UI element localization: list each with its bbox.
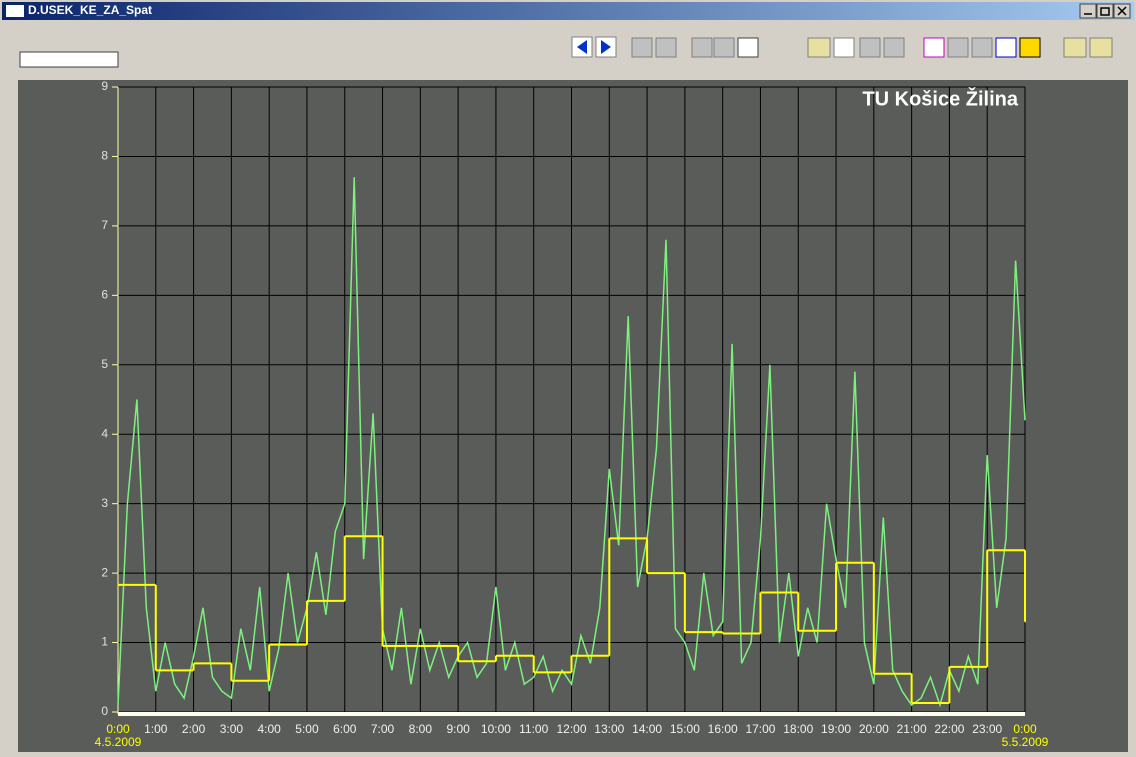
toolbar-button[interactable] bbox=[923, 37, 945, 58]
maximize-button[interactable] bbox=[1096, 3, 1114, 19]
date-label: 5.5.2009 bbox=[1002, 735, 1049, 749]
y-tick-label: 2 bbox=[101, 565, 108, 579]
y-tick-label: 0 bbox=[101, 704, 108, 718]
x-tick-label: 1:00 bbox=[144, 722, 168, 736]
x-tick-label: 20:00 bbox=[859, 722, 889, 736]
x-tick-label: 5:00 bbox=[295, 722, 319, 736]
x-tick-label: 9:00 bbox=[446, 722, 470, 736]
date-label: 4.5.2009 bbox=[95, 735, 142, 749]
x-tick-label: 12:00 bbox=[556, 722, 586, 736]
chart-background bbox=[18, 80, 1128, 752]
chart-annotation: TU Košice Žilina bbox=[862, 86, 1018, 110]
button-glyphs bbox=[1084, 6, 1127, 16]
x-tick-label: 13:00 bbox=[594, 722, 624, 736]
toolbar-button[interactable] bbox=[713, 37, 735, 58]
toolbar-button[interactable] bbox=[833, 37, 855, 58]
x-tick-label: 17:00 bbox=[745, 722, 775, 736]
toolbar-button[interactable] bbox=[971, 37, 993, 58]
y-tick-label: 1 bbox=[101, 635, 108, 649]
y-tick-label: 4 bbox=[101, 426, 108, 440]
y-tick-label: 6 bbox=[101, 288, 108, 302]
toolbar-button[interactable] bbox=[1089, 37, 1113, 58]
y-tick-label: 9 bbox=[101, 79, 108, 93]
minimize-button[interactable] bbox=[1079, 3, 1097, 19]
toolbar-button[interactable] bbox=[807, 37, 831, 58]
title-bar bbox=[2, 2, 1134, 20]
y-tick-label: 5 bbox=[101, 357, 108, 371]
x-tick-label: 4:00 bbox=[257, 722, 281, 736]
data-line bbox=[117, 177, 1026, 708]
toolbar-button[interactable] bbox=[883, 37, 905, 58]
x-tick-label: 10:00 bbox=[481, 722, 511, 736]
x-axis bbox=[118, 712, 1025, 716]
x-tick-label: 8:00 bbox=[409, 722, 433, 736]
x-tick-label: 23:00 bbox=[972, 722, 1002, 736]
x-tick-label: 6:00 bbox=[333, 722, 357, 736]
x-tick-label: 7:00 bbox=[371, 722, 395, 736]
x-tick-label: 0:00 bbox=[106, 722, 130, 736]
window-title: D.USEK_KE_ZA_Spat bbox=[28, 3, 152, 17]
toolbar-button[interactable] bbox=[947, 37, 969, 58]
x-tick-label: 16:00 bbox=[708, 722, 738, 736]
toolbar-button[interactable] bbox=[1019, 37, 1041, 58]
y-tick-label: 8 bbox=[101, 149, 108, 163]
x-tick-label: 14:00 bbox=[632, 722, 662, 736]
y-tick-label: 7 bbox=[101, 218, 108, 232]
plot: 0 1 2 3 4 5 6 7 8 9 0:00 1:00 2:00 3:00 4:00 5:00 6:00 7:… bbox=[95, 79, 1049, 749]
text-input[interactable] bbox=[19, 51, 119, 68]
toolbar-button[interactable] bbox=[691, 37, 713, 58]
window-buttons[interactable] bbox=[1079, 3, 1131, 19]
window-icon bbox=[6, 5, 24, 17]
x-tick-label: 3:00 bbox=[220, 722, 244, 736]
x-tick-label: 11:00 bbox=[519, 722, 548, 736]
toolbar-button[interactable] bbox=[655, 37, 677, 58]
x-tick-label: 21:00 bbox=[897, 722, 927, 736]
toolbar bbox=[571, 36, 1113, 58]
icon bbox=[601, 40, 611, 54]
toolbar-button[interactable] bbox=[1063, 37, 1087, 58]
icon bbox=[577, 40, 587, 54]
x-tick-label: 19:00 bbox=[821, 722, 851, 736]
toolbar-button[interactable] bbox=[995, 37, 1017, 58]
toolbar-button[interactable] bbox=[859, 37, 881, 58]
x-tick-label: 2:00 bbox=[182, 722, 206, 736]
x-tick-label: 18:00 bbox=[783, 722, 813, 736]
toolbar-button[interactable] bbox=[631, 37, 653, 58]
x-tick-label: 0:00 bbox=[1013, 722, 1037, 736]
toolbar-button[interactable] bbox=[737, 37, 759, 58]
x-tick-label: 22:00 bbox=[934, 722, 964, 736]
y-tick-label: 3 bbox=[101, 496, 108, 510]
x-tick-label: 15:00 bbox=[670, 722, 700, 736]
